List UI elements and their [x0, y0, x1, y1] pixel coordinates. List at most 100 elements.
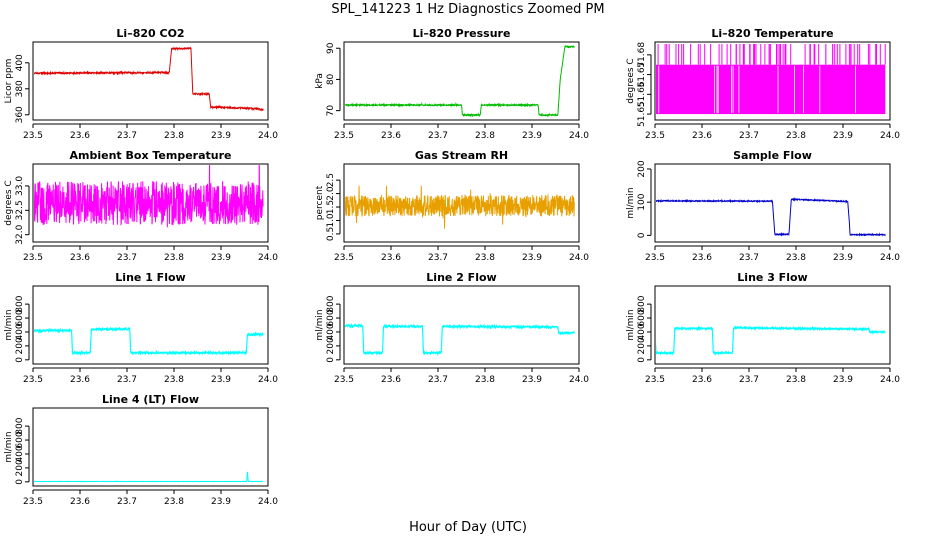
figure-title: SPL_141223 1 Hz Diagnostics Zoomed PM [331, 2, 604, 17]
y-axis-label: degrees C [626, 58, 636, 103]
y-tick-label: 0.5 [326, 227, 336, 241]
x-tick-label: 23.7 [739, 253, 759, 263]
panel-9: Line 4 (LT) Flow 23.5 23.6 23.7 23.8 23.9 24.0… [4, 393, 278, 507]
y-axis-label: kPa [315, 73, 325, 89]
x-tick-label: 23.5 [23, 131, 43, 141]
x-tick-label: 23.7 [428, 253, 448, 263]
series-line [34, 326, 264, 356]
y-tick-label: 100 [637, 193, 647, 210]
y-axis-label: percent [315, 185, 325, 220]
x-tick-label: 23.6 [381, 131, 401, 141]
y-tick-label: 200 [15, 459, 25, 476]
x-tick-label: 23.8 [475, 131, 495, 141]
panel-title: Sample Flow [733, 149, 812, 162]
panel-title: Line 4 (LT) Flow [102, 393, 199, 406]
x-tick-label: 23.5 [334, 253, 354, 263]
panel-title: Line 1 Flow [115, 271, 185, 284]
x-tick-label: 23.8 [786, 375, 806, 385]
x-tick-label: 23.6 [381, 375, 401, 385]
plot-frame [343, 41, 580, 121]
x-tick-label: 24.0 [880, 375, 900, 385]
plot-frame [343, 163, 580, 243]
x-tick-label: 23.9 [522, 131, 542, 141]
x-tick-label: 23.6 [692, 253, 712, 263]
y-tick-label: 32.0 [15, 224, 25, 244]
x-tick-label: 23.9 [522, 253, 542, 263]
y-axis-label: Licor ppm [4, 59, 14, 104]
y-tick-label: 200 [326, 337, 336, 354]
series-line [34, 46, 264, 112]
x-tick-label: 23.5 [645, 375, 665, 385]
y-tick-label: 1.0 [326, 213, 336, 228]
x-tick-label: 23.8 [475, 253, 495, 263]
series-spikes [657, 44, 886, 65]
y-tick-label: 800 [15, 295, 25, 312]
x-tick-label: 23.8 [164, 253, 184, 263]
panel-title: Line 2 Flow [426, 271, 496, 284]
y-tick-label: 51.66 [637, 81, 647, 107]
plot-frame [32, 163, 269, 243]
panel-6: Line 1 Flow 23.5 23.6 23.7 23.8 23.9 24.0 0 2004… [4, 271, 278, 385]
panel-title: Li–820 Pressure [413, 27, 511, 40]
x-tick-label: 23.7 [117, 497, 137, 507]
y-axis-label: ml/min [315, 309, 325, 340]
y-axis-label: ml/min [4, 431, 14, 462]
x-tick-label: 24.0 [258, 497, 278, 507]
y-tick-label: 600 [15, 309, 25, 326]
plot-frame [654, 163, 891, 243]
x-tick-label: 23.6 [692, 375, 712, 385]
y-tick-label: 0 [326, 357, 336, 363]
y-axis-label: degrees C [4, 180, 14, 225]
y-tick-label: 0 [15, 357, 25, 363]
panel-title: Li–820 Temperature [711, 27, 833, 40]
panel-3: Ambient Box Temperature 23.5 23.6 23.7 23.8 2… [4, 149, 278, 263]
x-tick-label: 24.0 [258, 253, 278, 263]
y-tick-label: 0 [637, 357, 647, 363]
series-band [656, 64, 886, 115]
x-tick-label: 23.9 [833, 253, 853, 263]
y-tick-label: 380 [15, 80, 25, 97]
series-group [34, 326, 264, 356]
y-tick-label: 90 [326, 42, 336, 54]
x-tick-label: 24.0 [258, 375, 278, 385]
x-tick-label: 23.7 [117, 375, 137, 385]
panel-7: Line 2 Flow 23.5 23.6 23.7 23.8 23.9 24.0 0 2004… [315, 271, 589, 385]
y-tick-label: 800 [637, 295, 647, 312]
x-tick-label: 24.0 [569, 253, 589, 263]
x-tick-label: 23.6 [70, 253, 90, 263]
panel-8: Line 3 Flow 23.5 23.6 23.7 23.8 23.9 24.0 0 2004… [626, 271, 900, 385]
x-tick-label: 23.6 [381, 253, 401, 263]
panel-2: Li–820 Temperature 23.5 23.6 23.7 23.8 23.9 24… [626, 27, 900, 141]
panel-grid: Li–820 CO2 23.5 23.6 23.7 23.8 23.9 24.0 360 380… [4, 27, 900, 507]
panel-title: Li–820 CO2 [116, 27, 184, 40]
x-tick-label: 23.5 [645, 253, 665, 263]
x-tick-label: 23.7 [739, 131, 759, 141]
x-tick-label: 24.0 [569, 375, 589, 385]
x-tick-label: 23.9 [522, 375, 542, 385]
y-tick-label: 400 [15, 445, 25, 462]
y-tick-label: 400 [637, 323, 647, 340]
plot-frame [32, 41, 269, 121]
y-tick-label: 2.0 [326, 186, 336, 201]
x-tick-label: 23.5 [334, 375, 354, 385]
series-group [345, 185, 575, 229]
y-tick-label: 33.0 [15, 176, 25, 196]
series-line [345, 322, 575, 356]
x-tick-label: 23.6 [70, 497, 90, 507]
y-tick-label: 600 [15, 431, 25, 448]
series-group [656, 44, 886, 115]
x-tick-label: 24.0 [880, 131, 900, 141]
y-tick-label: 80 [326, 73, 336, 85]
y-tick-label: 51.68 [637, 42, 647, 68]
panel-title: Line 3 Flow [737, 271, 807, 284]
plot-frame [343, 285, 580, 365]
x-tick-label: 23.9 [833, 131, 853, 141]
y-tick-label: 32.5 [15, 200, 25, 220]
y-tick-label: 51.65 [637, 101, 647, 127]
y-tick-label: 400 [15, 323, 25, 340]
x-tick-label: 23.9 [211, 375, 231, 385]
x-tick-label: 23.7 [428, 131, 448, 141]
panel-title: Ambient Box Temperature [70, 149, 232, 162]
y-tick-label: 1.5 [326, 200, 336, 214]
